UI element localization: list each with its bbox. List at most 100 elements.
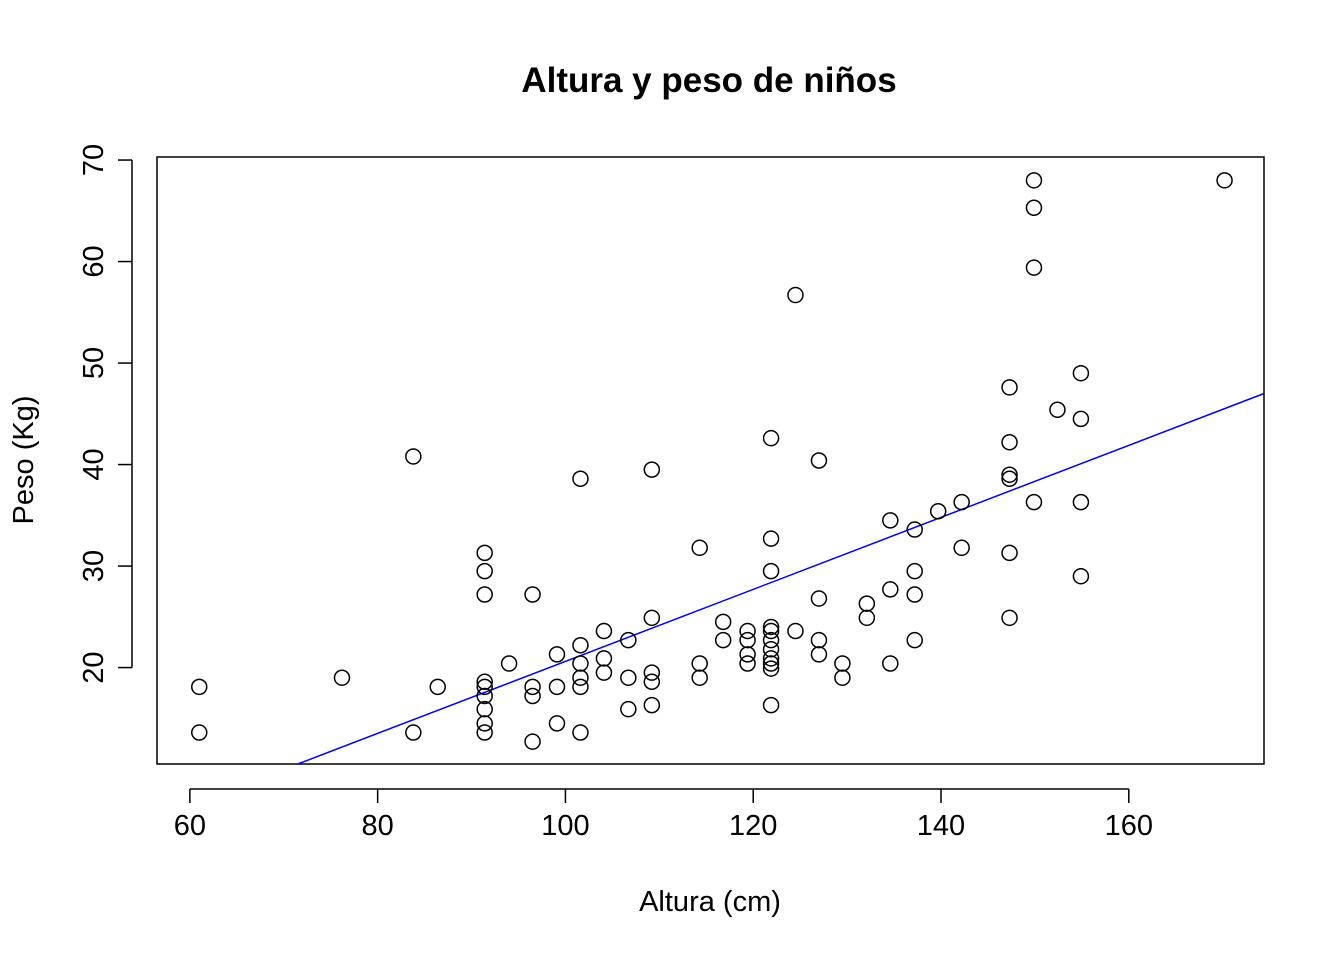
data-point [524,733,541,750]
data-point [476,673,493,691]
data-point [739,655,756,672]
data-point [834,669,851,686]
data-point [691,655,708,672]
data-point [1072,364,1090,382]
x-axis-label: Altura (cm) [639,886,781,918]
data-point [595,664,613,681]
data-point [882,655,899,672]
data-point [191,678,208,696]
data-point [572,669,589,686]
data-point [1001,609,1018,627]
data-point [762,622,780,640]
data-point [476,562,493,580]
data-point [524,586,541,603]
data-point [1001,466,1018,483]
data-point [1025,493,1043,511]
data-point [762,641,780,658]
y-tick-label: 40 [78,448,110,480]
data-point [405,724,422,741]
points-layer [191,172,1233,750]
data-point [762,429,780,447]
data-point [906,562,923,580]
data-point [929,503,947,520]
data-point [643,664,661,681]
x-tick-label: 100 [541,810,589,842]
data-point [572,678,589,696]
data-point [643,609,661,627]
data-point [572,655,589,672]
data-point [595,650,613,667]
data-point [1025,172,1043,189]
chart-title: Altura y peso de niños [521,61,896,100]
data-point [858,609,876,627]
data-point [882,512,899,529]
data-point [548,715,566,732]
data-point [953,493,970,511]
data-point [762,618,780,636]
data-point [476,678,493,696]
data-point [548,646,566,663]
data-point [643,461,661,478]
data-point [787,286,804,304]
data-point [548,678,566,696]
x-tick-label: 120 [729,810,777,842]
y-tick-label: 50 [78,347,110,379]
data-point [1025,199,1043,217]
data-point [476,586,493,603]
data-point [762,655,780,672]
data-point [691,669,708,686]
y-axis: 20 30 40 50 60 70 [78,144,133,684]
data-point [405,448,422,465]
data-point [906,631,923,649]
data-point [1072,410,1090,428]
x-axis: 60 80 100 120 140 160 [174,788,1153,842]
data-point [1049,401,1066,418]
data-point [429,678,446,696]
data-point [1072,567,1090,585]
data-point [906,521,923,538]
data-point [1216,172,1233,189]
data-point [762,660,780,677]
data-point [810,631,828,649]
y-tick-label: 30 [78,550,110,582]
data-point [882,581,899,598]
data-point [572,636,589,654]
x-tick-label: 60 [174,810,206,842]
data-point [476,715,493,732]
data-point [476,724,493,741]
y-axis-label: Peso (Kg) [8,396,40,525]
x-tick-label: 80 [362,810,394,842]
data-point [787,622,804,640]
regression-line [297,392,1265,765]
data-point [810,590,828,607]
y-tick-label: 20 [78,651,110,683]
data-point [500,655,518,672]
data-point [524,678,541,696]
data-point [524,687,541,705]
data-point [739,631,756,649]
data-point [762,530,780,547]
data-point [595,622,613,640]
data-point [620,700,637,718]
data-point [953,539,970,557]
data-point [810,452,828,469]
data-point [1001,470,1018,488]
data-point [762,696,780,714]
data-point [739,622,756,640]
data-point [858,595,876,612]
data-point [1001,379,1018,396]
data-point [906,586,923,603]
regression-line-layer [297,392,1265,765]
data-point [191,724,208,741]
data-point [762,631,780,649]
data-point [572,724,589,741]
data-point [1001,433,1018,451]
data-point [333,669,351,686]
data-point [476,687,493,705]
x-tick-label: 160 [1105,810,1153,842]
data-point [620,631,637,649]
data-point [643,696,661,714]
data-point [1025,259,1043,276]
x-tick-label: 140 [917,810,965,842]
